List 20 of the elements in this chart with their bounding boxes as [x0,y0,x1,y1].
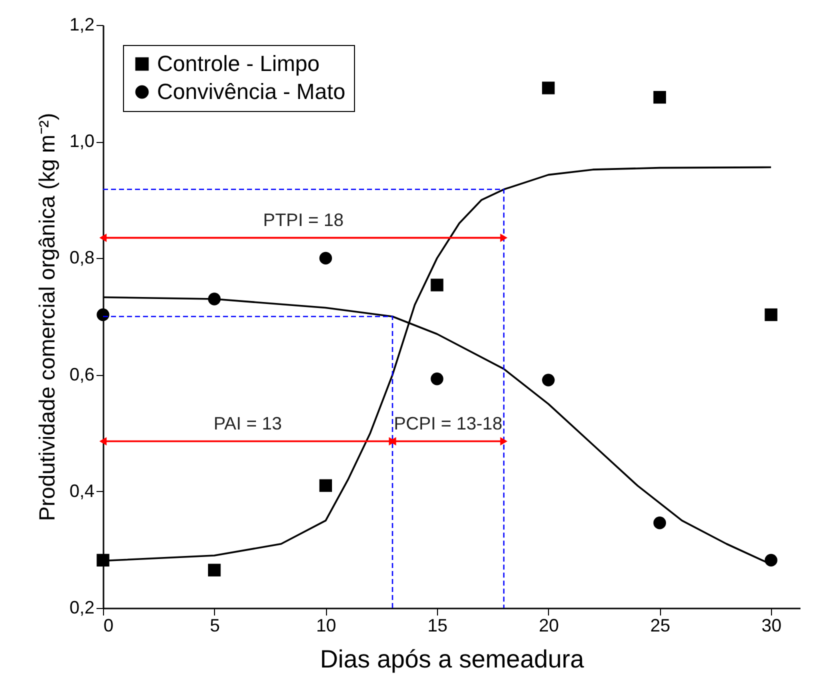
y-tick-label: 0,4 [69,480,94,501]
x-tick-label: 15 [428,616,448,636]
x-tick-label: 5 [210,616,220,636]
x-tick-label: 10 [316,616,336,636]
annotation: PCPI = 13-18 [394,413,502,434]
x-tick-label: 0 [104,616,114,636]
x-axis-title: Dias após a semeadura [320,646,584,674]
legend-label: Convivência - Mato [157,79,346,104]
y-tick-label: 1,0 [69,131,94,152]
y-axis-title: Produtividade comercial orgânica (kg m⁻²) [34,112,60,522]
y-tick-label: 0,8 [69,248,94,268]
annotation: PTPI = 18 [263,210,344,230]
legend-label: Controle - Limpo [157,51,320,76]
x-tick-label: 25 [650,616,670,636]
annotation: PAI = 13 [214,413,282,434]
x-tick-label: 20 [538,616,559,636]
y-tick-label: 0,2 [69,598,94,618]
x-tick-label: 30 [762,616,782,636]
y-tick-label: 1,2 [69,14,94,34]
y-tick-label: 0,6 [69,364,94,384]
